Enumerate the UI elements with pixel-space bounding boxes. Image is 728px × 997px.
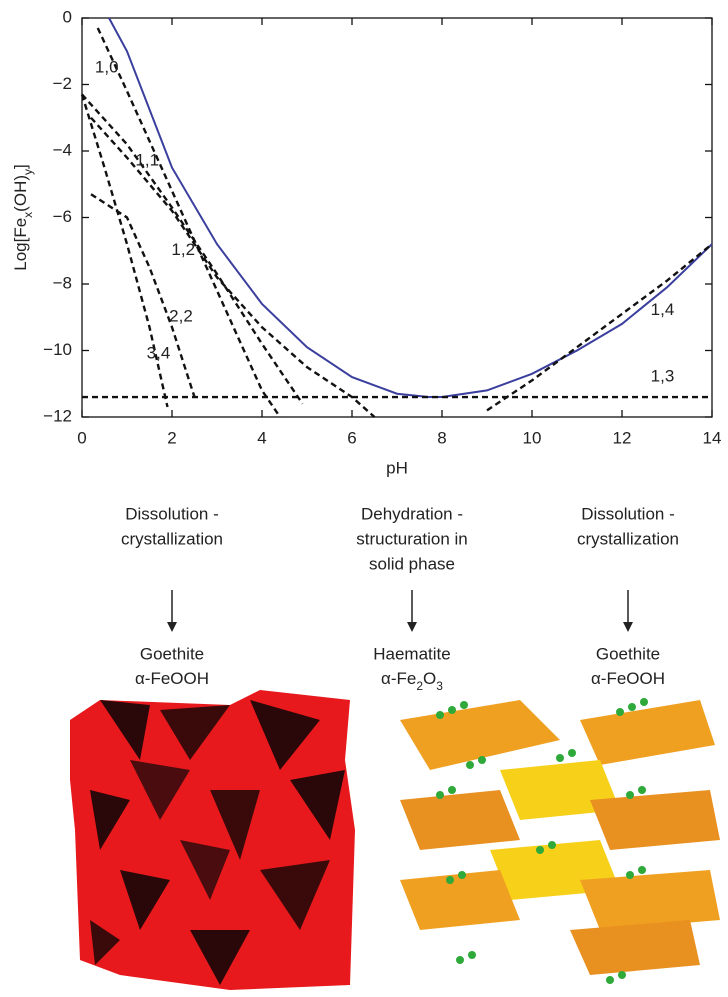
series-label: 1,0 (95, 57, 119, 76)
process-text: Dissolution - (581, 504, 675, 523)
process-text: structuration in (356, 529, 468, 548)
product-formula: α-Fe2O3 (381, 669, 443, 693)
product-formula: α-FeOOH (135, 669, 209, 688)
process-text: crystallization (121, 529, 223, 548)
page: {"chart_data": {"type": "line", "xlabel"… (0, 0, 728, 997)
x-tick-label: 4 (257, 428, 266, 447)
series-label: 3,4 (147, 343, 171, 362)
haematite-structure (400, 698, 720, 984)
formula-part: O (423, 669, 436, 688)
figure: 0 2 4 6 8 10 12 14 0 −2 −4 −6 −8 −10 −12 pH Log[Fex(OH)y… (0, 0, 728, 997)
y-tick-label: −6 (53, 207, 72, 226)
y-tick-label: −8 (53, 273, 72, 292)
product-formula: α-FeOOH (591, 669, 665, 688)
y-label-part: ] (11, 164, 30, 169)
species-line (98, 28, 280, 417)
arrow-head (407, 622, 417, 632)
species-line (91, 194, 195, 397)
x-tick-label: 10 (523, 428, 542, 447)
y-tick-label: −2 (53, 74, 72, 93)
x-tick-label: 8 (437, 428, 446, 447)
process-text: crystallization (577, 529, 679, 548)
formula-part: 3 (436, 679, 443, 693)
series-label: 1,1 (135, 150, 159, 169)
product-name: Goethite (596, 644, 660, 663)
y-tick-label: −12 (43, 406, 72, 425)
x-tick-label: 2 (167, 428, 176, 447)
process-text: Dissolution - (125, 504, 219, 523)
x-axis-label: pH (386, 458, 408, 477)
product-name: Goethite (140, 644, 204, 663)
y-label-part: (OH) (11, 175, 30, 212)
x-tick-label: 12 (613, 428, 632, 447)
total-solubility-line (109, 18, 712, 397)
x-tick-label: 0 (77, 428, 86, 447)
x-tick-label: 6 (347, 428, 356, 447)
series-label: 1,4 (651, 300, 675, 319)
product-name: Haematite (373, 644, 450, 663)
formula-part: α-FeOOH (135, 669, 209, 688)
arrow-head (623, 622, 633, 632)
species-line (487, 244, 712, 410)
goethite-structure (70, 690, 355, 990)
series-label: 1,3 (651, 367, 675, 386)
y-tick-label: 0 (63, 7, 72, 26)
y-tick-label: −10 (43, 340, 72, 359)
series-label: 1,2 (171, 240, 195, 259)
y-axis-label: Log[Fex(OH)y] (11, 164, 35, 271)
series-label: 2,2 (169, 307, 193, 326)
process-text: solid phase (369, 554, 455, 573)
y-label-part: Log[Fe (11, 218, 30, 271)
x-tick-label: 14 (703, 428, 722, 447)
formula-part: α-Fe (381, 669, 416, 688)
y-tick-label: −4 (53, 140, 72, 159)
arrow-head (167, 622, 177, 632)
process-text: Dehydration - (361, 504, 463, 523)
formula-part: α-FeOOH (591, 669, 665, 688)
